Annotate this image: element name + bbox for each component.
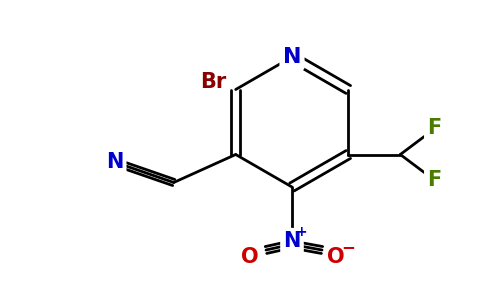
Text: +: + [295,225,307,239]
Text: −: − [341,238,355,256]
Text: N: N [283,231,301,251]
Text: N: N [106,152,123,172]
Text: O: O [327,247,345,267]
Text: F: F [427,170,441,190]
Text: O: O [241,247,259,267]
Text: Br: Br [200,71,227,92]
Text: N: N [283,47,301,67]
Text: F: F [427,118,441,139]
